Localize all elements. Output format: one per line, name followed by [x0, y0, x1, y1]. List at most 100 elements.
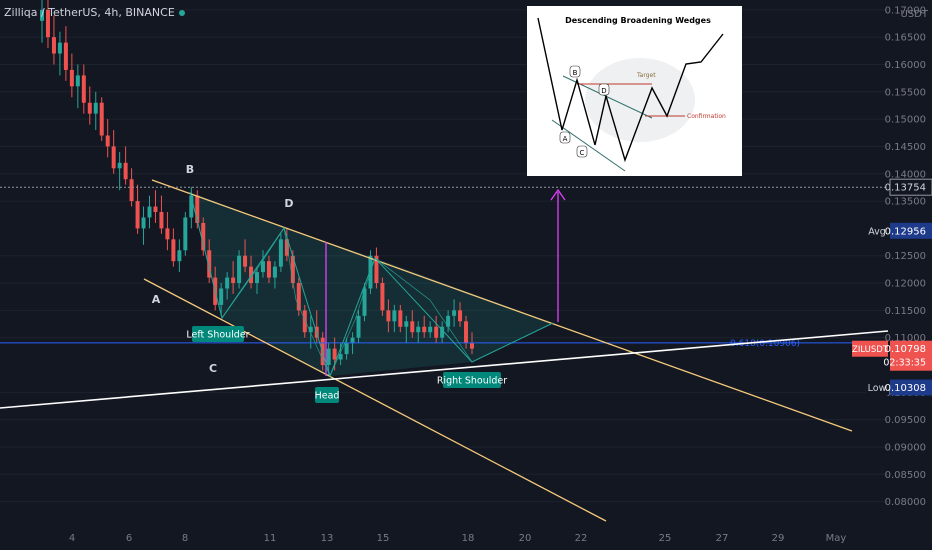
inset-lower-line — [551, 119, 626, 172]
candle-body — [183, 217, 188, 251]
pattern-inner-lines — [221, 226, 473, 377]
candle-body — [165, 228, 170, 240]
inset-label-b: B — [573, 69, 578, 77]
candle-body — [87, 102, 92, 114]
candle-body — [45, 9, 50, 38]
symbol-title: Zilliqa / TetherUS, 4h, BINANCE — [4, 6, 175, 19]
candle-body — [81, 75, 86, 103]
candle-body — [302, 310, 307, 333]
candle-body — [63, 42, 68, 70]
candle-body — [147, 206, 152, 218]
candle-body — [51, 37, 56, 54]
inset-badge — [576, 145, 588, 158]
candle-body — [207, 250, 212, 278]
time-tick-label: 8 — [182, 533, 188, 544]
price-tick-label: 0.12500 — [885, 251, 926, 262]
inset-title: Descending Broadening Wedges — [565, 16, 711, 25]
price-tick-label: 0.08000 — [885, 497, 926, 508]
candle-body — [99, 102, 104, 136]
symbol-tag-bg — [852, 340, 888, 357]
candle-body — [111, 146, 116, 169]
candle-body — [57, 42, 62, 54]
candle-body — [374, 255, 379, 284]
candle-body — [452, 310, 457, 316]
candle-body — [398, 310, 403, 327]
market-status-dot — [178, 9, 185, 16]
price-tick-label: 0.16500 — [885, 33, 926, 44]
candle-body — [278, 239, 283, 267]
candle-body — [326, 348, 331, 366]
candle-body — [171, 239, 176, 262]
left-shoulder-badge: Left Shoulder — [186, 330, 249, 341]
inset-label-c: C — [580, 149, 585, 157]
price-axis-bg — [888, 0, 932, 550]
candle-body — [40, 9, 44, 21]
time-tick-label: 18 — [462, 533, 475, 544]
price-tick-label: 0.15000 — [885, 115, 926, 126]
avg-price-tag: 0.12956 — [885, 226, 926, 237]
price-tick-label: 0.12000 — [885, 279, 926, 290]
price-tick-label: 0.08500 — [885, 470, 926, 481]
inset-confirmation-label: Confirmation — [687, 113, 726, 120]
label-b: B — [186, 163, 194, 176]
low-label-bg — [866, 379, 888, 396]
time-axis[interactable]: 4 6 8 11 13 15 18 20 22 25 27 29 May — [69, 533, 847, 544]
candle-body — [75, 75, 80, 87]
candle-body — [332, 348, 337, 360]
low-price-tag: 0.10308 — [885, 383, 926, 394]
time-tick-label: 27 — [716, 533, 729, 544]
time-tick-label: 20 — [519, 533, 532, 544]
candle-body — [243, 255, 248, 267]
candle-body — [123, 162, 128, 180]
inset-badge — [598, 83, 610, 96]
candle-body — [290, 255, 295, 284]
price-tick-label: 0.13500 — [885, 197, 926, 208]
candle-body — [344, 343, 349, 355]
avg-label-bg — [866, 222, 888, 239]
candle-body — [159, 212, 164, 229]
avg-price-tag-bg — [890, 222, 932, 239]
time-tick-label: 25 — [659, 533, 672, 544]
avg-label: Avg — [868, 226, 886, 237]
current-price-tag-bg — [890, 340, 932, 371]
head-badge-bg — [315, 387, 339, 403]
price-tick-label: 0.16000 — [885, 60, 926, 71]
right-shoulder-badge: Right Shoulder — [437, 376, 507, 387]
low-price-tag-bg — [890, 379, 932, 396]
time-tick-label: 11 — [264, 533, 277, 544]
current-price-tag: 0.10798 — [885, 344, 926, 355]
fib-label: 0.618(0.10906) — [730, 339, 800, 349]
candle-body — [434, 326, 439, 338]
neckline — [0, 330, 889, 409]
symbol-tag: ZILUSDT — [852, 345, 889, 355]
price-tick-label: 0.14500 — [885, 142, 926, 153]
price-tick-label: 0.14000 — [885, 169, 926, 180]
candle-body — [153, 206, 158, 213]
candle-body — [428, 326, 433, 333]
target-arrow-head — [550, 188, 566, 201]
candle-body — [422, 326, 427, 333]
candle-body — [440, 326, 445, 338]
candle-body — [141, 217, 146, 229]
inset-diagram: Descending Broadening Wedges B D A C Target Co… — [527, 6, 742, 176]
low-label: Low — [868, 383, 887, 394]
inset-badge — [569, 65, 581, 78]
label-d: D — [284, 197, 293, 210]
candle-body — [272, 266, 277, 278]
price-tick-label: 0.11500 — [885, 306, 926, 317]
candle-body — [380, 283, 385, 311]
candle-body — [404, 321, 409, 327]
target-price-tag-bg — [890, 179, 932, 196]
inset-target-label: Target — [636, 72, 656, 79]
upper-wedge-line — [151, 179, 853, 432]
candle-body — [266, 261, 271, 278]
candle-body — [219, 288, 224, 305]
candle-body — [69, 69, 74, 87]
candle-body — [93, 102, 98, 114]
time-tick-label: 15 — [377, 533, 390, 544]
candle-body — [296, 283, 301, 311]
target-price-tag: 0.13754 — [885, 183, 926, 194]
candle-body — [255, 272, 259, 284]
